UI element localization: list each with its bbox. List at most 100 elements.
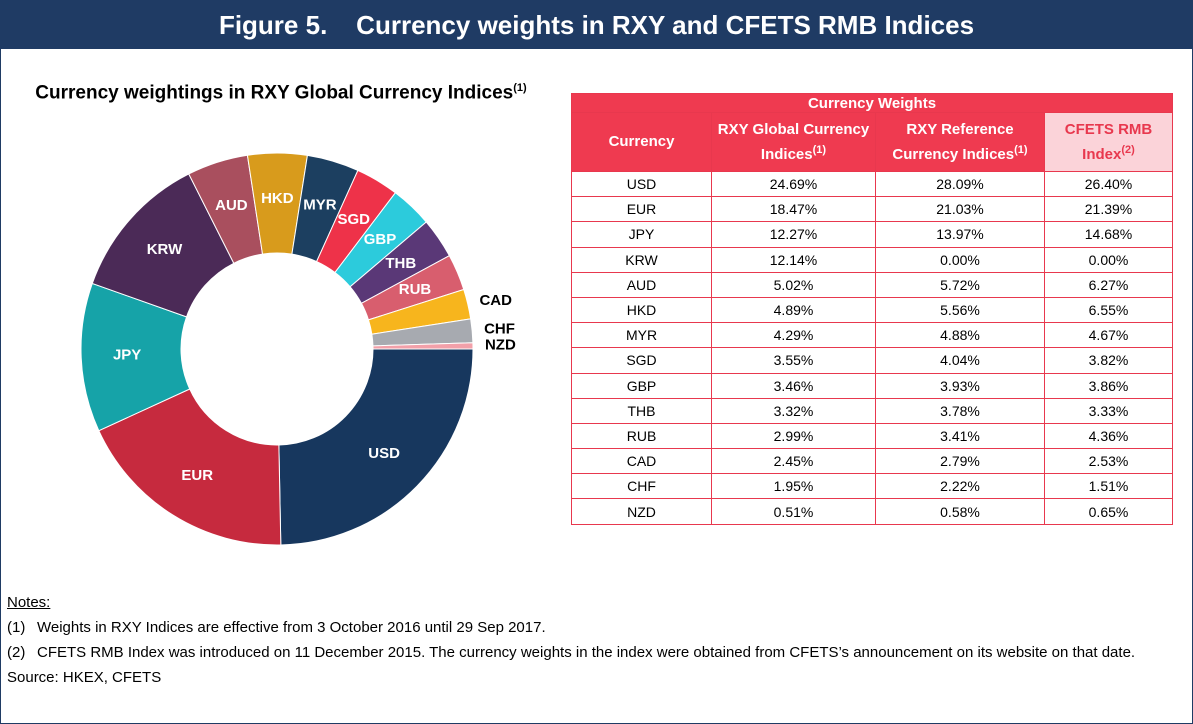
slice-label: THB — [385, 255, 416, 272]
table-cell: 3.78% — [875, 397, 1045, 424]
slice-label: RUB — [399, 281, 432, 298]
table-cell: 1.51% — [1044, 473, 1173, 500]
table-cell: 13.97% — [875, 221, 1045, 248]
note-marker: (1) — [7, 619, 26, 636]
table-cell: 3.86% — [1044, 372, 1173, 399]
note-item: (1) Weights in RXY Indices are effective … — [7, 618, 1177, 638]
table-row: AUD 5.02% 5.72% 6.27% — [571, 271, 1173, 298]
header-text: CFETS RMB Index — [1064, 120, 1153, 163]
header-note: (2) — [1121, 143, 1135, 156]
group-header: Currency Weights — [571, 93, 1173, 113]
table-cell: 4.29% — [711, 322, 876, 349]
slice-label: NZD — [485, 337, 516, 354]
table-cell: 2.45% — [711, 448, 876, 475]
table-row: THB 3.32% 3.78% 3.33% — [571, 397, 1173, 424]
table-row: JPY 12.27% 13.97% 14.68% — [571, 221, 1173, 248]
donut-slice — [98, 388, 282, 546]
table-row: CAD 2.45% 2.79% 2.53% — [571, 448, 1173, 475]
table-cell: 0.51% — [711, 498, 876, 525]
header-row: Currency RXY Global Currency Indices(1) RX… — [571, 112, 1173, 172]
table-cell: 5.72% — [875, 271, 1045, 298]
table-cell: 26.40% — [1044, 170, 1173, 198]
slice-label: CAD — [479, 292, 512, 309]
notes: Notes: (1) Weights in RXY Indices are eff… — [7, 593, 1177, 688]
notes-heading: Notes: — [7, 594, 51, 611]
table-row: HKD 4.89% 5.56% 6.55% — [571, 296, 1173, 324]
note-marker: (2) — [7, 644, 26, 661]
table-cell: JPY — [571, 221, 712, 248]
table-row: SGD 3.55% 4.04% 3.82% — [571, 347, 1173, 374]
header-text: RXY Global Currency Indices — [717, 120, 870, 163]
table-cell: 3.41% — [875, 422, 1045, 450]
table-cell: 0.00% — [1044, 246, 1173, 273]
table-cell: 21.03% — [875, 196, 1045, 223]
slice-label: MYR — [303, 196, 337, 213]
slice-label: SGD — [337, 211, 370, 228]
table-cell: 3.82% — [1044, 347, 1173, 374]
table-cell: 28.09% — [875, 170, 1045, 198]
table-row: USD 24.69% 28.09% 26.40% — [571, 170, 1173, 198]
column-header: CFETS RMB Index(2) — [1044, 112, 1173, 172]
table-row: EUR 18.47% 21.03% 21.39% — [571, 196, 1173, 223]
column-header: RXY Global Currency Indices(1) — [711, 112, 876, 172]
table-cell: 2.22% — [875, 473, 1045, 500]
title-text: Currency weightings in RXY Global Curren… — [35, 82, 514, 104]
table-cell: 3.55% — [711, 347, 876, 374]
table-cell: 4.88% — [875, 322, 1045, 349]
note-item: (2) CFETS RMB Index was introduced on 11 … — [7, 643, 1177, 663]
slice-label: EUR — [181, 467, 213, 484]
table-cell: 2.99% — [711, 422, 876, 450]
table-cell: EUR — [571, 196, 712, 223]
table-cell: AUD — [571, 271, 712, 298]
table-cell: CHF — [571, 473, 712, 500]
table-cell: 24.69% — [711, 170, 876, 198]
table-row: NZD 0.51% 0.58% 0.65% — [571, 498, 1173, 525]
table-cell: RUB — [571, 422, 712, 450]
note-text: Weights in RXY Indices are effective fro… — [37, 619, 546, 636]
slice-label: USD — [368, 445, 400, 462]
table-row: MYR 4.29% 4.88% 4.67% — [571, 322, 1173, 349]
table-cell: 3.46% — [711, 372, 876, 399]
table-cell: USD — [571, 170, 712, 198]
table-cell: KRW — [571, 246, 712, 273]
table-row: RUB 2.99% 3.41% 4.36% — [571, 422, 1173, 450]
table-cell: 5.02% — [711, 271, 876, 298]
chart-title: Currency weightings in RXY Global Curren… — [11, 76, 551, 105]
table-cell: 2.53% — [1044, 448, 1173, 475]
note-text: CFETS RMB Index was introduced on 11 Dec… — [37, 644, 1136, 661]
title-note: (1) — [513, 82, 527, 94]
table-cell: THB — [571, 397, 712, 424]
slice-label: JPY — [113, 347, 141, 364]
group-header-row: Currency Weights — [571, 93, 1173, 113]
slice-label: KRW — [147, 241, 183, 258]
table-cell: MYR — [571, 322, 712, 349]
slice-label: GBP — [364, 231, 397, 248]
table-cell: 2.79% — [875, 448, 1045, 475]
table-cell: 3.93% — [875, 372, 1045, 399]
table-row: CHF 1.95% 2.22% 1.51% — [571, 473, 1173, 500]
table-cell: 6.55% — [1044, 296, 1173, 324]
column-header: Currency — [571, 112, 712, 172]
donut-slice — [372, 342, 474, 350]
note-list: (1) Weights in RXY Indices are effective … — [7, 618, 1177, 663]
table-cell: 4.04% — [875, 347, 1045, 374]
table-cell: 14.68% — [1044, 221, 1173, 248]
slice-label: CHF — [484, 321, 515, 338]
table-cell: 4.36% — [1044, 422, 1173, 450]
figure-title: Figure 5. Currency weights in RXY and CF… — [1, 1, 1192, 49]
table-cell: 4.89% — [711, 296, 876, 324]
table-row: GBP 3.46% 3.93% 3.86% — [571, 372, 1173, 399]
table-cell: 3.33% — [1044, 397, 1173, 424]
table-cell: 6.27% — [1044, 271, 1173, 298]
header-note: (1) — [812, 143, 827, 156]
table-cell: GBP — [571, 372, 712, 399]
table-cell: 0.65% — [1044, 498, 1173, 525]
table-cell: 5.56% — [875, 296, 1045, 324]
slice-label: HKD — [261, 190, 294, 207]
slice-label: AUD — [215, 197, 248, 214]
header-text: Currency — [608, 133, 675, 150]
column-header: RXY Reference Currency Indices(1) — [875, 112, 1045, 172]
table-cell: 3.32% — [711, 397, 876, 424]
table-row: KRW 12.14% 0.00% 0.00% — [571, 246, 1173, 273]
